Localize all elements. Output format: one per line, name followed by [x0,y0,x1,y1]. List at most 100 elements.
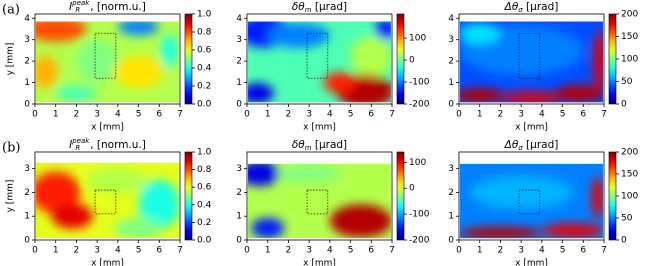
y-tick-label: 3 [24,35,30,45]
heatmap-blob [375,21,391,40]
title-sup: peak [71,0,90,7]
axes-frame [34,13,181,105]
colorbar-tick-label: 0 [621,236,627,246]
y-tick-label: 2 [24,57,30,67]
y-tick-label: 0 [236,100,242,110]
heatmap-blob [51,203,93,229]
colorbar [184,13,193,105]
y-tick-label: 3 [236,164,242,174]
x-tick-label: 0 [244,246,250,256]
heatmap-blob [76,40,118,82]
heatmap-blob [86,168,149,193]
title-rest: , [norm.u.] [90,1,146,13]
heatmap-blob [460,22,501,44]
heatmap-blob [55,85,98,102]
colorbar-tick-label: 200 [621,10,638,20]
colorbar-tick-label: 0.6 [197,183,212,193]
colorbar-tick-label: -200 [409,100,430,110]
colorbar-tick-label: -100 [409,210,430,220]
colorbar [608,151,617,241]
x-tick-label: 2 [74,246,80,256]
colorbar-tick-label: 0.4 [197,200,212,210]
colorbar-tick-label: -200 [409,236,430,246]
x-tick-label: 2 [74,110,80,120]
colorbar-tick-label: 0.8 [197,165,212,175]
heatmap-blob [469,175,573,210]
colorbar-tick-label: 100 [409,34,426,44]
x-tick-label: 2 [286,110,292,120]
title-rest: [μrad] [523,139,559,151]
heatmap-image [36,162,179,239]
colorbar-tick-label: 150 [621,32,638,42]
colorbar-tick-label: 100 [621,55,638,65]
heatmap-blob [117,21,160,36]
heatmap-blob [248,82,274,103]
x-tick-label: 5 [560,246,566,256]
roi [306,189,329,215]
y-tick-label: 1 [24,78,30,88]
y-tick-label: 1 [236,212,242,222]
heatmap-texture [36,21,178,102]
x-tick-label: 3 [306,246,312,256]
heatmap-image [460,21,603,103]
heatmap-blob [278,165,341,182]
x-tick-label: 2 [286,246,292,256]
x-tick-label: 7 [601,246,607,256]
x-axis-label: x [mm] [515,259,548,266]
roi [94,32,117,79]
y-tick-label: 0 [24,236,30,246]
x-axis-label: x [mm] [515,123,548,133]
colorbar-tick-label: 0.4 [197,64,212,74]
heatmap-texture [460,175,603,239]
y-axis-label: y [mm] [6,43,16,76]
title-symbol: δθ [292,1,305,13]
x-tick-label: 0 [32,110,38,120]
title-sub: m [305,6,312,14]
x-tick-label: 3 [518,110,524,120]
colorbar-tick-label: 1.0 [197,10,212,20]
x-tick-label: 5 [560,110,566,120]
colorbar-tick-label: 0.0 [197,236,212,246]
heatmap-blob [323,72,357,93]
heatmap-image [248,163,391,239]
colorbar-tick-label: 100 [409,158,426,168]
y-tick-label: 2 [236,57,242,67]
x-tick-label: 3 [94,110,100,120]
heatmap-blob [554,85,603,102]
heatmap-blob [248,163,281,186]
x-tick-label: 4 [327,246,333,256]
axes-frame [246,151,393,241]
colorbar [184,151,193,241]
y-tick-label: 4 [24,14,30,24]
x-tick-label: 3 [306,110,312,120]
roi [94,189,117,215]
x-tick-label: 4 [115,246,121,256]
title-sub: R [75,144,80,152]
colorbar-tick-label: 0.2 [197,218,211,228]
y-tick-label: 2 [448,57,454,67]
title-sup: peak [71,137,90,145]
title-symbol: Δθ [504,1,519,13]
heatmap-blob [113,55,164,89]
title-symbol: Δθ [504,139,519,151]
heatmap-texture [36,168,179,239]
title-rest: [μrad] [312,1,348,13]
x-axis-label: x [mm] [91,123,124,133]
chart-title: Δθσ [μrad] [504,1,559,14]
x-tick-label: 7 [389,246,395,256]
roi [518,32,541,79]
heatmap-blob [591,176,603,218]
y-tick-label: 1 [448,212,454,222]
x-axis-label: x [mm] [303,259,336,266]
title-symbol: I [69,1,72,13]
colorbar-tick-label: 1.0 [197,148,212,158]
title-rest: , [norm.u.] [90,139,146,151]
chart-title: δθm [μrad] [292,1,347,14]
x-tick-label: 4 [539,246,545,256]
x-tick-label: 4 [327,110,333,120]
x-tick-label: 6 [156,246,162,256]
x-tick-label: 0 [456,246,462,256]
x-tick-label: 5 [348,246,354,256]
y-tick-label: 3 [448,164,454,174]
heatmap-blob [267,22,330,48]
